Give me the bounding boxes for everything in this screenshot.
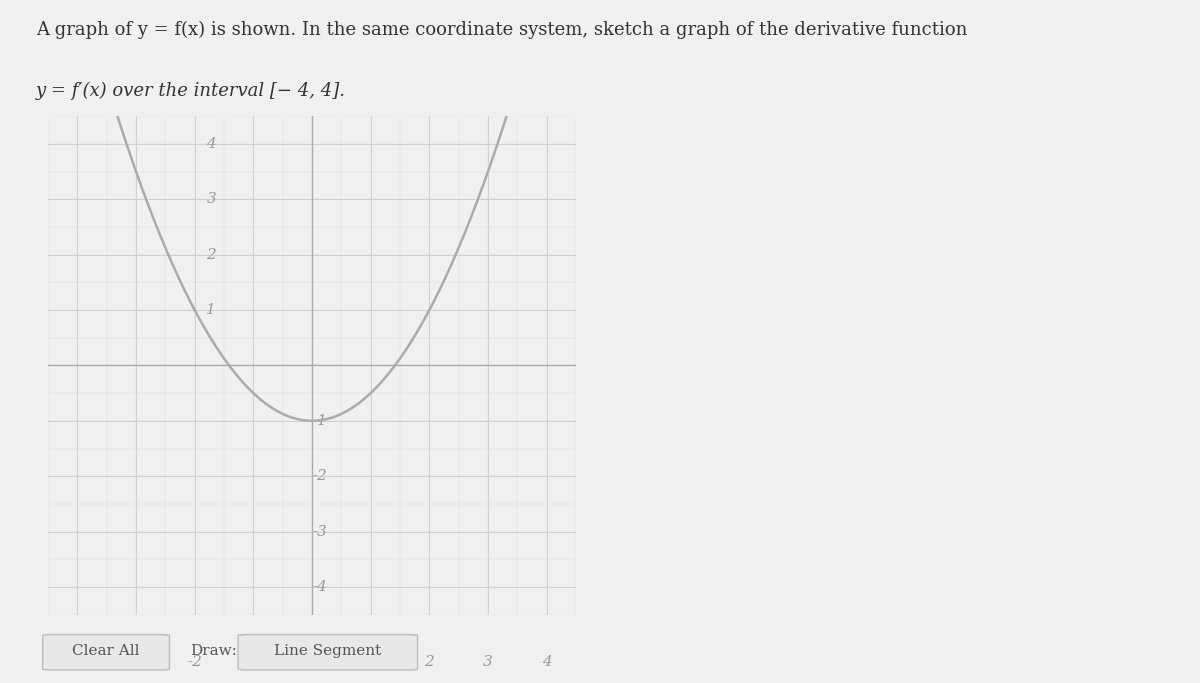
FancyBboxPatch shape	[43, 635, 169, 670]
Text: Line Segment: Line Segment	[275, 644, 382, 658]
Text: y = f′(x) over the interval [− 4, 4].: y = f′(x) over the interval [− 4, 4].	[36, 82, 346, 100]
Text: 2: 2	[206, 248, 216, 262]
Text: -3: -3	[128, 654, 144, 669]
FancyBboxPatch shape	[238, 635, 418, 670]
Text: 1: 1	[206, 303, 216, 317]
Text: 3: 3	[206, 192, 216, 206]
Text: -2: -2	[312, 469, 326, 483]
Text: -4: -4	[70, 654, 85, 669]
Text: -3: -3	[312, 525, 326, 539]
Text: -1: -1	[246, 654, 260, 669]
Text: A graph of y = f(x) is shown. In the same coordinate system, sketch a graph of t: A graph of y = f(x) is shown. In the sam…	[36, 20, 967, 39]
Text: -4: -4	[312, 580, 326, 594]
Text: -2: -2	[187, 654, 202, 669]
Text: 2: 2	[425, 654, 434, 669]
Text: 4: 4	[206, 137, 216, 151]
Text: -1: -1	[312, 414, 326, 428]
Text: 4: 4	[541, 654, 552, 669]
Text: 1: 1	[366, 654, 376, 669]
Text: Clear All: Clear All	[72, 644, 140, 658]
Text: Draw:: Draw:	[191, 644, 238, 658]
Text: 3: 3	[484, 654, 493, 669]
